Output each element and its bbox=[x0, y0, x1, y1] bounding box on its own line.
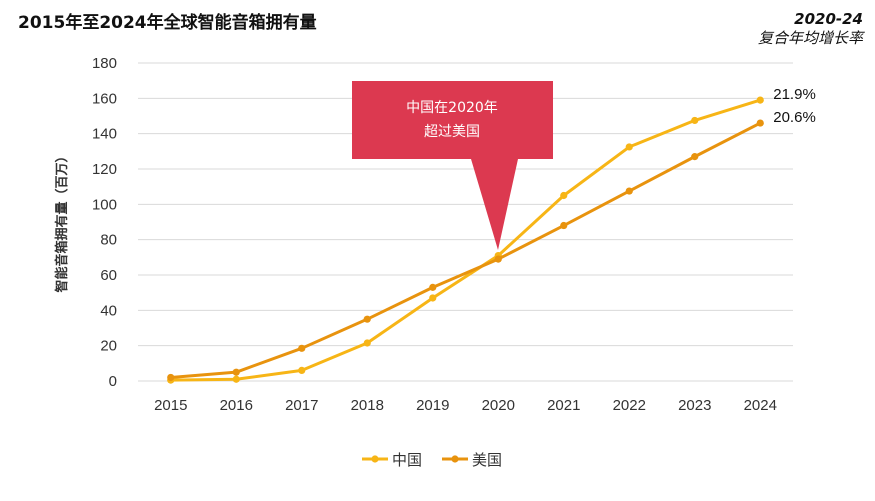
cagr-end-label: 21.9% bbox=[773, 86, 816, 103]
data-point bbox=[298, 344, 306, 352]
y-tick-label: 40 bbox=[100, 302, 117, 319]
series bbox=[167, 96, 764, 384]
callout-line-2: 超过美国 bbox=[424, 124, 480, 140]
x-tick-label: 2017 bbox=[285, 397, 318, 414]
cagr-end-label: 20.6% bbox=[773, 109, 816, 126]
callout-bubble bbox=[352, 81, 553, 250]
data-point bbox=[756, 119, 764, 127]
x-tick-label: 2023 bbox=[678, 397, 711, 414]
y-tick-label: 0 bbox=[109, 373, 117, 390]
x-tick-label: 2024 bbox=[744, 397, 777, 414]
x-tick-label: 2021 bbox=[547, 397, 580, 414]
data-point bbox=[429, 294, 437, 302]
legend-item: 中国 bbox=[362, 451, 422, 469]
x-tick-label: 2016 bbox=[220, 397, 253, 414]
y-tick-label: 120 bbox=[92, 161, 117, 178]
data-point bbox=[167, 373, 175, 382]
cagr-header: 2020-24 复合年均增长率 bbox=[758, 10, 863, 48]
data-point bbox=[429, 283, 437, 291]
y-tick-label: 80 bbox=[100, 232, 117, 249]
data-point bbox=[363, 339, 371, 347]
cagr-end-labels: 21.9% 20.6% bbox=[773, 86, 816, 126]
x-tick-label: 2018 bbox=[351, 397, 384, 414]
y-axis-ticks: 0 20 40 60 80 100 120 140 160 180 bbox=[92, 55, 117, 390]
data-point bbox=[625, 187, 633, 195]
data-point bbox=[691, 116, 699, 125]
data-point bbox=[756, 96, 764, 104]
legend-label: 美国 bbox=[472, 451, 502, 469]
legend: 中国 美国 bbox=[362, 451, 502, 469]
callout-annotation: 中国在2020年 超过美国 bbox=[352, 81, 553, 250]
data-point bbox=[560, 221, 568, 230]
cagr-label: 复合年均增长率 bbox=[757, 29, 863, 47]
y-tick-label: 100 bbox=[92, 196, 117, 213]
legend-item: 美国 bbox=[442, 451, 502, 469]
x-axis-ticks: 2015 2016 2017 2018 2019 2020 2021 2022 2023 2024 bbox=[154, 397, 777, 414]
y-tick-label: 60 bbox=[100, 267, 117, 284]
cagr-years: 2020-24 bbox=[794, 10, 863, 28]
x-tick-label: 2022 bbox=[613, 397, 646, 414]
x-tick-label: 2015 bbox=[154, 397, 187, 414]
legend-marker bbox=[451, 455, 459, 463]
data-point bbox=[625, 143, 633, 151]
data-point bbox=[232, 375, 240, 383]
x-tick-label: 2019 bbox=[416, 397, 449, 414]
series-line bbox=[170, 98, 761, 382]
data-point bbox=[363, 315, 371, 323]
callout-line-1: 中国在2020年 bbox=[406, 100, 498, 116]
y-axis-label: 智能音箱拥有量（百万） bbox=[54, 149, 70, 292]
y-tick-label: 180 bbox=[92, 55, 117, 72]
series-1 bbox=[167, 119, 764, 382]
y-tick-label: 140 bbox=[92, 126, 117, 143]
data-point bbox=[560, 191, 568, 200]
series-line bbox=[170, 121, 761, 379]
data-point bbox=[298, 366, 306, 374]
legend-label: 中国 bbox=[392, 451, 422, 469]
data-point bbox=[691, 153, 699, 161]
y-tick-label: 160 bbox=[92, 90, 117, 107]
x-tick-label: 2020 bbox=[482, 397, 515, 414]
y-tick-label: 20 bbox=[100, 338, 117, 355]
data-point bbox=[494, 255, 502, 263]
legend-marker bbox=[371, 455, 379, 463]
chart-title: 2015年至2024年全球智能音箱拥有量 bbox=[18, 13, 317, 33]
data-point bbox=[232, 368, 240, 376]
